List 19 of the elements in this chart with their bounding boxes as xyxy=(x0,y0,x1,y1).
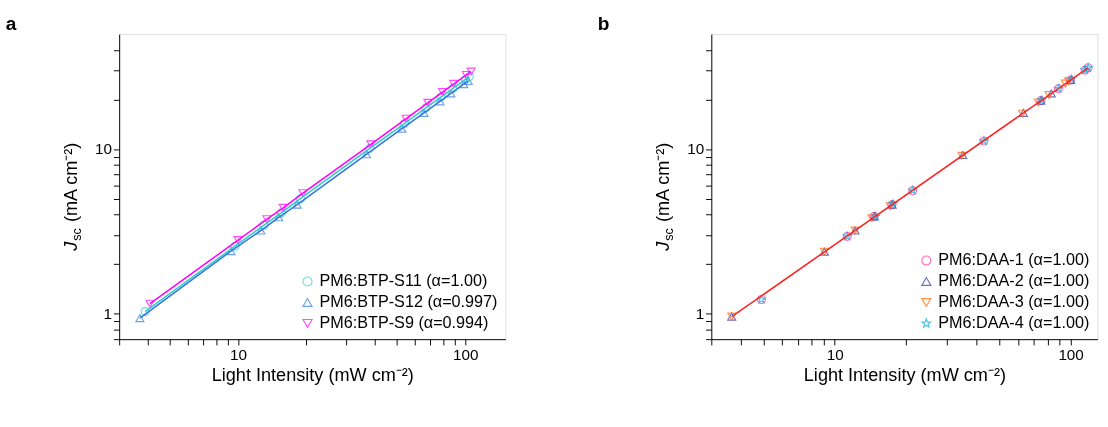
x-tick-label: 100 xyxy=(1058,345,1084,363)
x-axis-title: Light Intensity (mW cm⁻²) xyxy=(803,364,1007,385)
legend-label: PM6:BTP-S12 (α=0.997) xyxy=(319,292,498,311)
x-axis-title: Light Intensity (mW cm⁻²) xyxy=(211,364,414,385)
legend-label: PM6:DAA-1 (α=1.00) xyxy=(938,250,1090,269)
legend-label: PM6:BTP-S9 (α=0.994) xyxy=(319,313,489,332)
legend-label: PM6:DAA-4 (α=1.00) xyxy=(938,313,1090,332)
legend-label: PM6:BTP-S11 (α=1.00) xyxy=(319,271,488,290)
chart-title: b xyxy=(597,13,610,35)
x-tick-label: 10 xyxy=(826,345,844,363)
y-tick-label: 1 xyxy=(103,304,113,322)
y-axis-title: Jsc (mA cm⁻²) xyxy=(61,142,85,252)
chart-title: a xyxy=(5,13,17,35)
x-tick-label: 100 xyxy=(453,345,479,363)
x-tick-label: 10 xyxy=(230,345,247,363)
legend-label: PM6:DAA-3 (α=1.00) xyxy=(938,292,1090,311)
y-tick-label: 1 xyxy=(695,304,705,322)
y-axis-title: Jsc (mA cm⁻²) xyxy=(653,142,677,252)
legend-label: PM6:DAA-2 (α=1.00) xyxy=(938,271,1090,290)
